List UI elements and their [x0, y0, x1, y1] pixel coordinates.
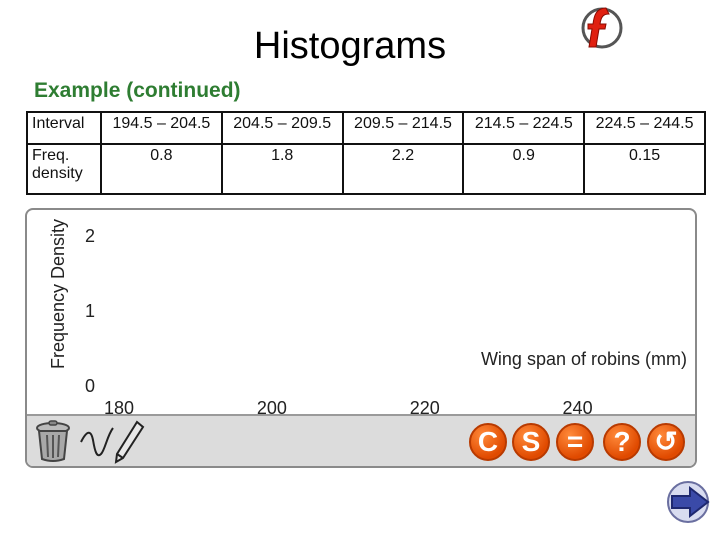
- table-cell: 224.5 – 244.5: [583, 111, 706, 145]
- table-cell: 1.8: [220, 143, 344, 195]
- table-cell: 204.5 – 209.5: [220, 111, 344, 145]
- trash-icon[interactable]: [33, 419, 73, 463]
- help-button[interactable]: ?: [603, 423, 641, 461]
- c-button[interactable]: C: [469, 423, 507, 461]
- y-tick-label: 2: [85, 226, 95, 246]
- y-tick-label: 0: [85, 376, 95, 396]
- equals-button[interactable]: =: [556, 423, 594, 461]
- table-row: Freq. density 0.8 1.8 2.2 0.9 0.15: [26, 143, 706, 195]
- x-axis-label: Wing span of robins (mm): [481, 349, 687, 369]
- undo-button[interactable]: ↺: [647, 423, 685, 461]
- s-button[interactable]: S: [512, 423, 550, 461]
- table-cell: 194.5 – 204.5: [100, 111, 223, 145]
- histogram-chart[interactable]: Frequency Density Wing span of robins (m…: [27, 210, 695, 416]
- table-cell: 0.15: [583, 143, 706, 195]
- subtitle: Example (continued): [34, 79, 241, 102]
- x-tick-label: 220: [410, 398, 440, 416]
- x-tick-label: 200: [257, 398, 287, 416]
- freq-density-header: Freq. density: [26, 143, 102, 195]
- x-tick-label: 240: [563, 398, 593, 416]
- toolbar: C S = ? ↺: [27, 414, 695, 466]
- table-cell: 2.2: [341, 143, 465, 195]
- page-title: Histograms: [253, 25, 447, 67]
- pencil-icon[interactable]: [113, 420, 145, 464]
- table-cell: 209.5 – 214.5: [341, 111, 465, 145]
- frequency-table: Interval 194.5 – 204.5 204.5 – 209.5 209…: [26, 111, 706, 195]
- table-cell: 214.5 – 224.5: [462, 111, 586, 145]
- y-tick-label: 1: [85, 301, 95, 321]
- flash-logo-icon: [581, 7, 623, 49]
- next-arrow-icon[interactable]: [664, 480, 714, 524]
- table-row: Interval 194.5 – 204.5 204.5 – 209.5 209…: [26, 111, 706, 145]
- x-tick-label: 180: [104, 398, 134, 416]
- interval-header: Interval: [26, 111, 102, 145]
- histogram-panel[interactable]: Frequency Density Wing span of robins (m…: [25, 208, 697, 468]
- freehand-line-icon[interactable]: [79, 422, 115, 462]
- y-axis-label: Frequency Density: [48, 219, 68, 369]
- table-cell: 0.9: [462, 143, 586, 195]
- table-cell: 0.8: [100, 143, 223, 195]
